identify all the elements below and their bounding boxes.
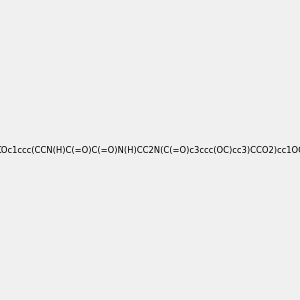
Text: COc1ccc(CCN(H)C(=O)C(=O)N(H)CC2N(C(=O)c3ccc(OC)cc3)CCO2)cc1OC: COc1ccc(CCN(H)C(=O)C(=O)N(H)CC2N(C(=O)c3… [0,146,300,154]
